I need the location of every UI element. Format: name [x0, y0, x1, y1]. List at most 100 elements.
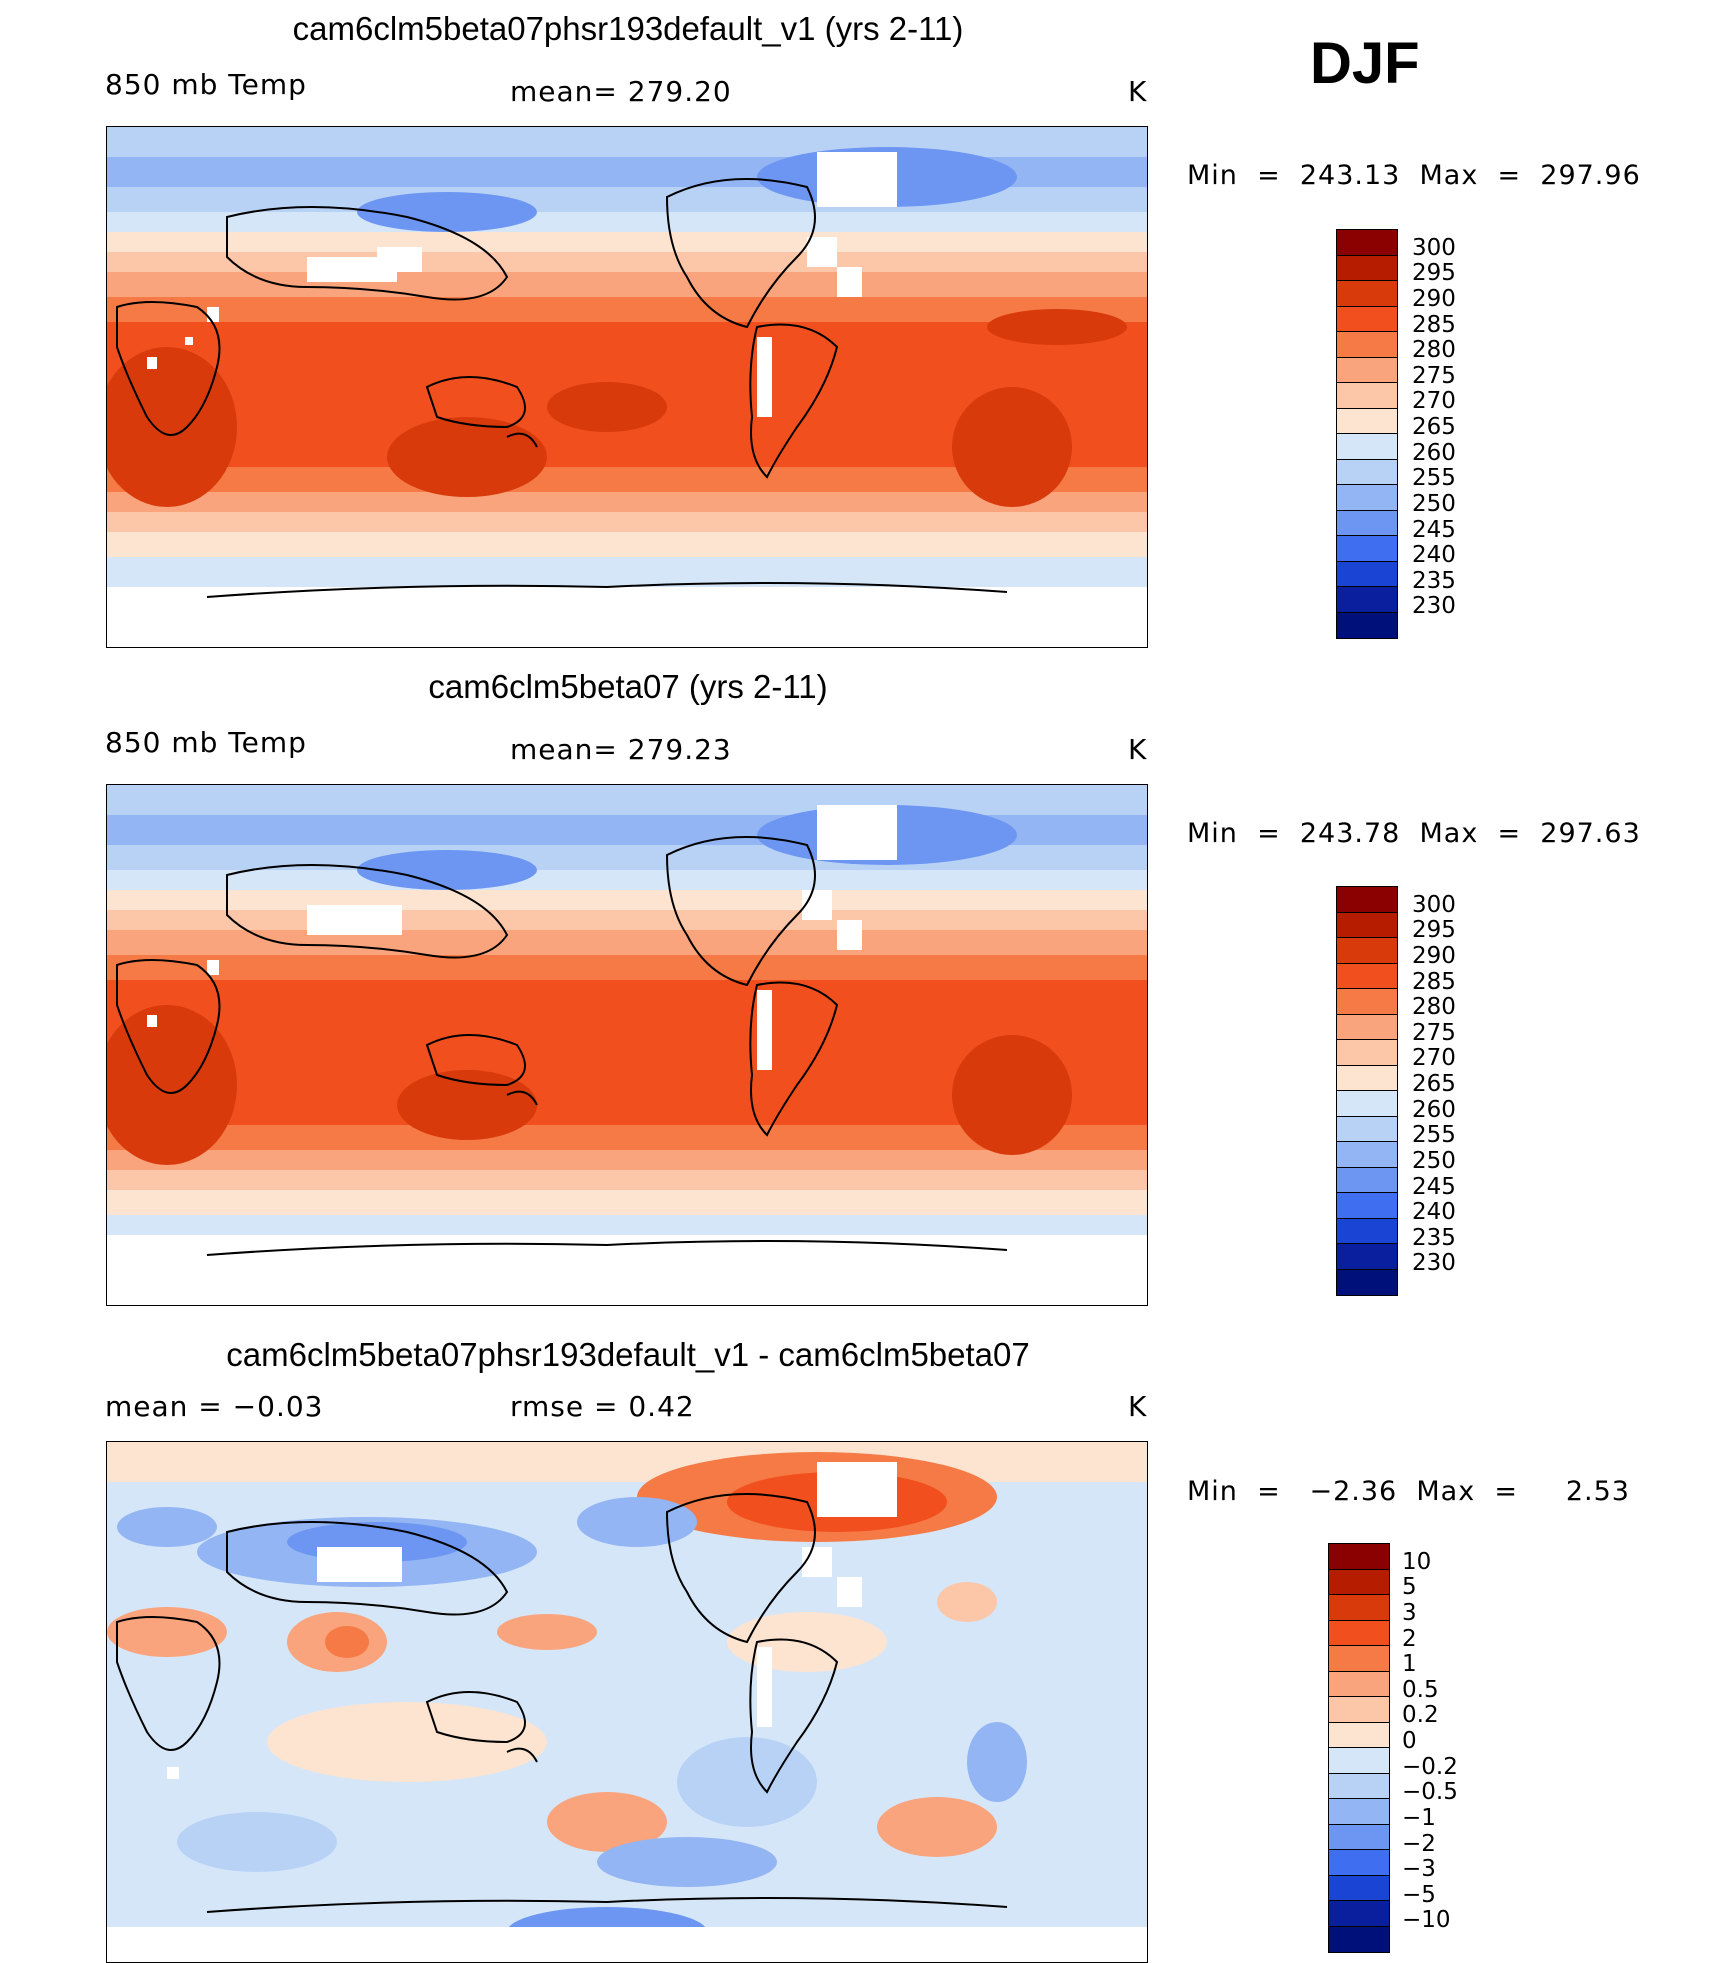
panel-1-colorbar-seg: [1337, 587, 1397, 613]
panel-3-colorbar-label: −3: [1402, 1856, 1436, 1883]
panel-2-mean: mean= 279.23: [510, 733, 732, 766]
panel-3-minmax: Min = −2.36 Max = 2.53: [1187, 1476, 1630, 1507]
panel-3-colorbar-label: −0.5: [1402, 1779, 1458, 1806]
panel-1-title: cam6clm5beta07phsr193default_v1 (yrs 2-1…: [292, 10, 964, 47]
panel-2-map: [106, 784, 1148, 1306]
panel-1-colorbar-seg: [1337, 612, 1397, 638]
panel-1-colorbar-label: 265: [1412, 414, 1456, 440]
panel-3-colorbar-label: −2: [1402, 1830, 1436, 1857]
panel-2-colorbar-seg: [1337, 1116, 1397, 1142]
panel-1-colorbar-seg: [1337, 536, 1397, 562]
panel-1-colorbar-seg: [1337, 332, 1397, 358]
panel-3-colorbar-seg: [1329, 1646, 1389, 1672]
panel-3-rmse: rmse = 0.42: [510, 1390, 695, 1423]
panel-3-colorbar-seg: [1329, 1773, 1389, 1799]
panel-3-colorbar-seg: [1329, 1544, 1389, 1570]
panel-1-colorbar-seg: [1337, 281, 1397, 307]
panel-2-colorbar-label: 270: [1412, 1045, 1456, 1072]
season-label: DJF: [1310, 31, 1420, 96]
panel-3-colorbar-label: 0.2: [1402, 1702, 1439, 1729]
panel-2-colorbar-seg: [1337, 1167, 1397, 1193]
panel-2-colorbar-seg: [1337, 963, 1397, 989]
panel-2-left-label: 850 mb Temp: [105, 726, 307, 759]
panel-2-colorbar-label: 275: [1412, 1019, 1456, 1046]
panel-3-colorbar: [1328, 1543, 1390, 1953]
panel-3-colorbar-seg: [1329, 1748, 1389, 1774]
panel-3-colorbar-seg: [1329, 1799, 1389, 1825]
panel-2-title: cam6clm5beta07 (yrs 2-11): [428, 668, 828, 705]
panel-1-colorbar-label: 240: [1412, 542, 1456, 569]
panel-2-colorbar-seg: [1337, 1193, 1397, 1219]
panel-2-colorbar-seg: [1337, 1142, 1397, 1168]
panel-1-colorbar-label: 270: [1412, 388, 1456, 415]
panel-2-colorbar: [1336, 886, 1398, 1296]
panel-1-colorbar-label: 235: [1412, 567, 1456, 594]
panel-2-colorbar-label: 285: [1412, 968, 1456, 995]
panel-2-colorbar-label: 250: [1412, 1147, 1456, 1174]
panel-2-minmax: Min = 243.78 Max = 297.63: [1187, 818, 1641, 849]
panel-1-map: [106, 126, 1148, 648]
panel-1-colorbar-label: 290: [1412, 285, 1456, 312]
panel-3-mean: mean = −0.03: [105, 1390, 324, 1423]
panel-2-colorbar-label: 300: [1412, 891, 1456, 918]
panel-1-colorbar: [1336, 229, 1398, 639]
panel-2-colorbar-seg: [1337, 1091, 1397, 1117]
panel-2-colorbar-seg: [1337, 1065, 1397, 1091]
panel-3-colorbar-seg: [1329, 1697, 1389, 1723]
panel-1-colorbar-seg: [1337, 357, 1397, 383]
panel-3-colorbar-seg: [1329, 1620, 1389, 1646]
panel-1-colorbar-label: 280: [1412, 337, 1456, 364]
panel-2-colorbar-seg: [1337, 1014, 1397, 1040]
panel-3-colorbar-label: 2: [1402, 1625, 1417, 1652]
panel-1-colorbar-label: 255: [1412, 465, 1456, 492]
panel-3-colorbar-label: −10: [1402, 1907, 1451, 1934]
panel-1-colorbar-seg: [1337, 408, 1397, 434]
panel-2-colorbar-seg: [1337, 1244, 1397, 1270]
panel-1-colorbar-label: 250: [1412, 490, 1456, 517]
panel-3-colorbar-seg: [1329, 1901, 1389, 1927]
panel-3-title: cam6clm5beta07phsr193default_v1 - cam6cl…: [226, 1336, 1030, 1373]
panel-1-colorbar-seg: [1337, 306, 1397, 332]
panel-1-colorbar-seg: [1337, 561, 1397, 587]
panel-3-colorbar-label: 0.5: [1402, 1676, 1439, 1703]
panel-1-units: K: [1128, 75, 1148, 108]
panel-1-colorbar-seg: [1337, 255, 1397, 281]
panel-3-colorbar-label: −1: [1402, 1804, 1436, 1831]
panel-2-map-svg: [107, 785, 1147, 1305]
panel-2-colorbar-seg: [1337, 989, 1397, 1015]
panel-2-colorbar-label: 265: [1412, 1071, 1456, 1097]
panel-3-colorbar-seg: [1329, 1926, 1389, 1952]
panel-1-colorbar-label: 300: [1412, 234, 1456, 261]
panel-3-colorbar-seg: [1329, 1722, 1389, 1748]
panel-3-map: [106, 1441, 1148, 1963]
panel-3-colorbar-label: −5: [1402, 1881, 1436, 1908]
panel-2-colorbar-label: 295: [1412, 917, 1456, 944]
panel-3-colorbar-seg: [1329, 1595, 1389, 1621]
panel-3-colorbar-label: 3: [1402, 1599, 1417, 1626]
panel-2-colorbar-label: 245: [1412, 1173, 1456, 1200]
panel-2-colorbar-label: 230: [1412, 1250, 1456, 1277]
panel-3-colorbar-label: 5: [1402, 1574, 1417, 1601]
panel-1-left-label: 850 mb Temp: [105, 68, 307, 101]
panel-1-colorbar-seg: [1337, 230, 1397, 256]
panel-3-colorbar-seg: [1329, 1850, 1389, 1876]
panel-3-map-svg: [107, 1442, 1147, 1962]
panel-1-map-svg: [107, 127, 1147, 647]
panel-2-colorbar-seg: [1337, 938, 1397, 964]
panel-1-minmax: Min = 243.13 Max = 297.96: [1187, 160, 1641, 191]
panel-1-mean: mean= 279.20: [510, 75, 732, 108]
panel-2-colorbar-seg: [1337, 1040, 1397, 1066]
panel-2-colorbar-label: 235: [1412, 1224, 1456, 1251]
panel-3-colorbar-seg: [1329, 1824, 1389, 1850]
panel-1-colorbar-label: 230: [1412, 593, 1456, 620]
panel-3-colorbar-label: 0: [1402, 1728, 1417, 1754]
panel-1-colorbar-label: 245: [1412, 516, 1456, 543]
panel-2-units: K: [1128, 733, 1148, 766]
panel-1-colorbar-seg: [1337, 510, 1397, 536]
panel-2-colorbar-seg: [1337, 1269, 1397, 1295]
panel-1-colorbar-label: 260: [1412, 439, 1456, 466]
panel-3-units: K: [1128, 1390, 1148, 1423]
panel-2-colorbar-seg: [1337, 912, 1397, 938]
panel-3-colorbar-seg: [1329, 1569, 1389, 1595]
panel-3-colorbar-label: −0.2: [1402, 1753, 1458, 1780]
